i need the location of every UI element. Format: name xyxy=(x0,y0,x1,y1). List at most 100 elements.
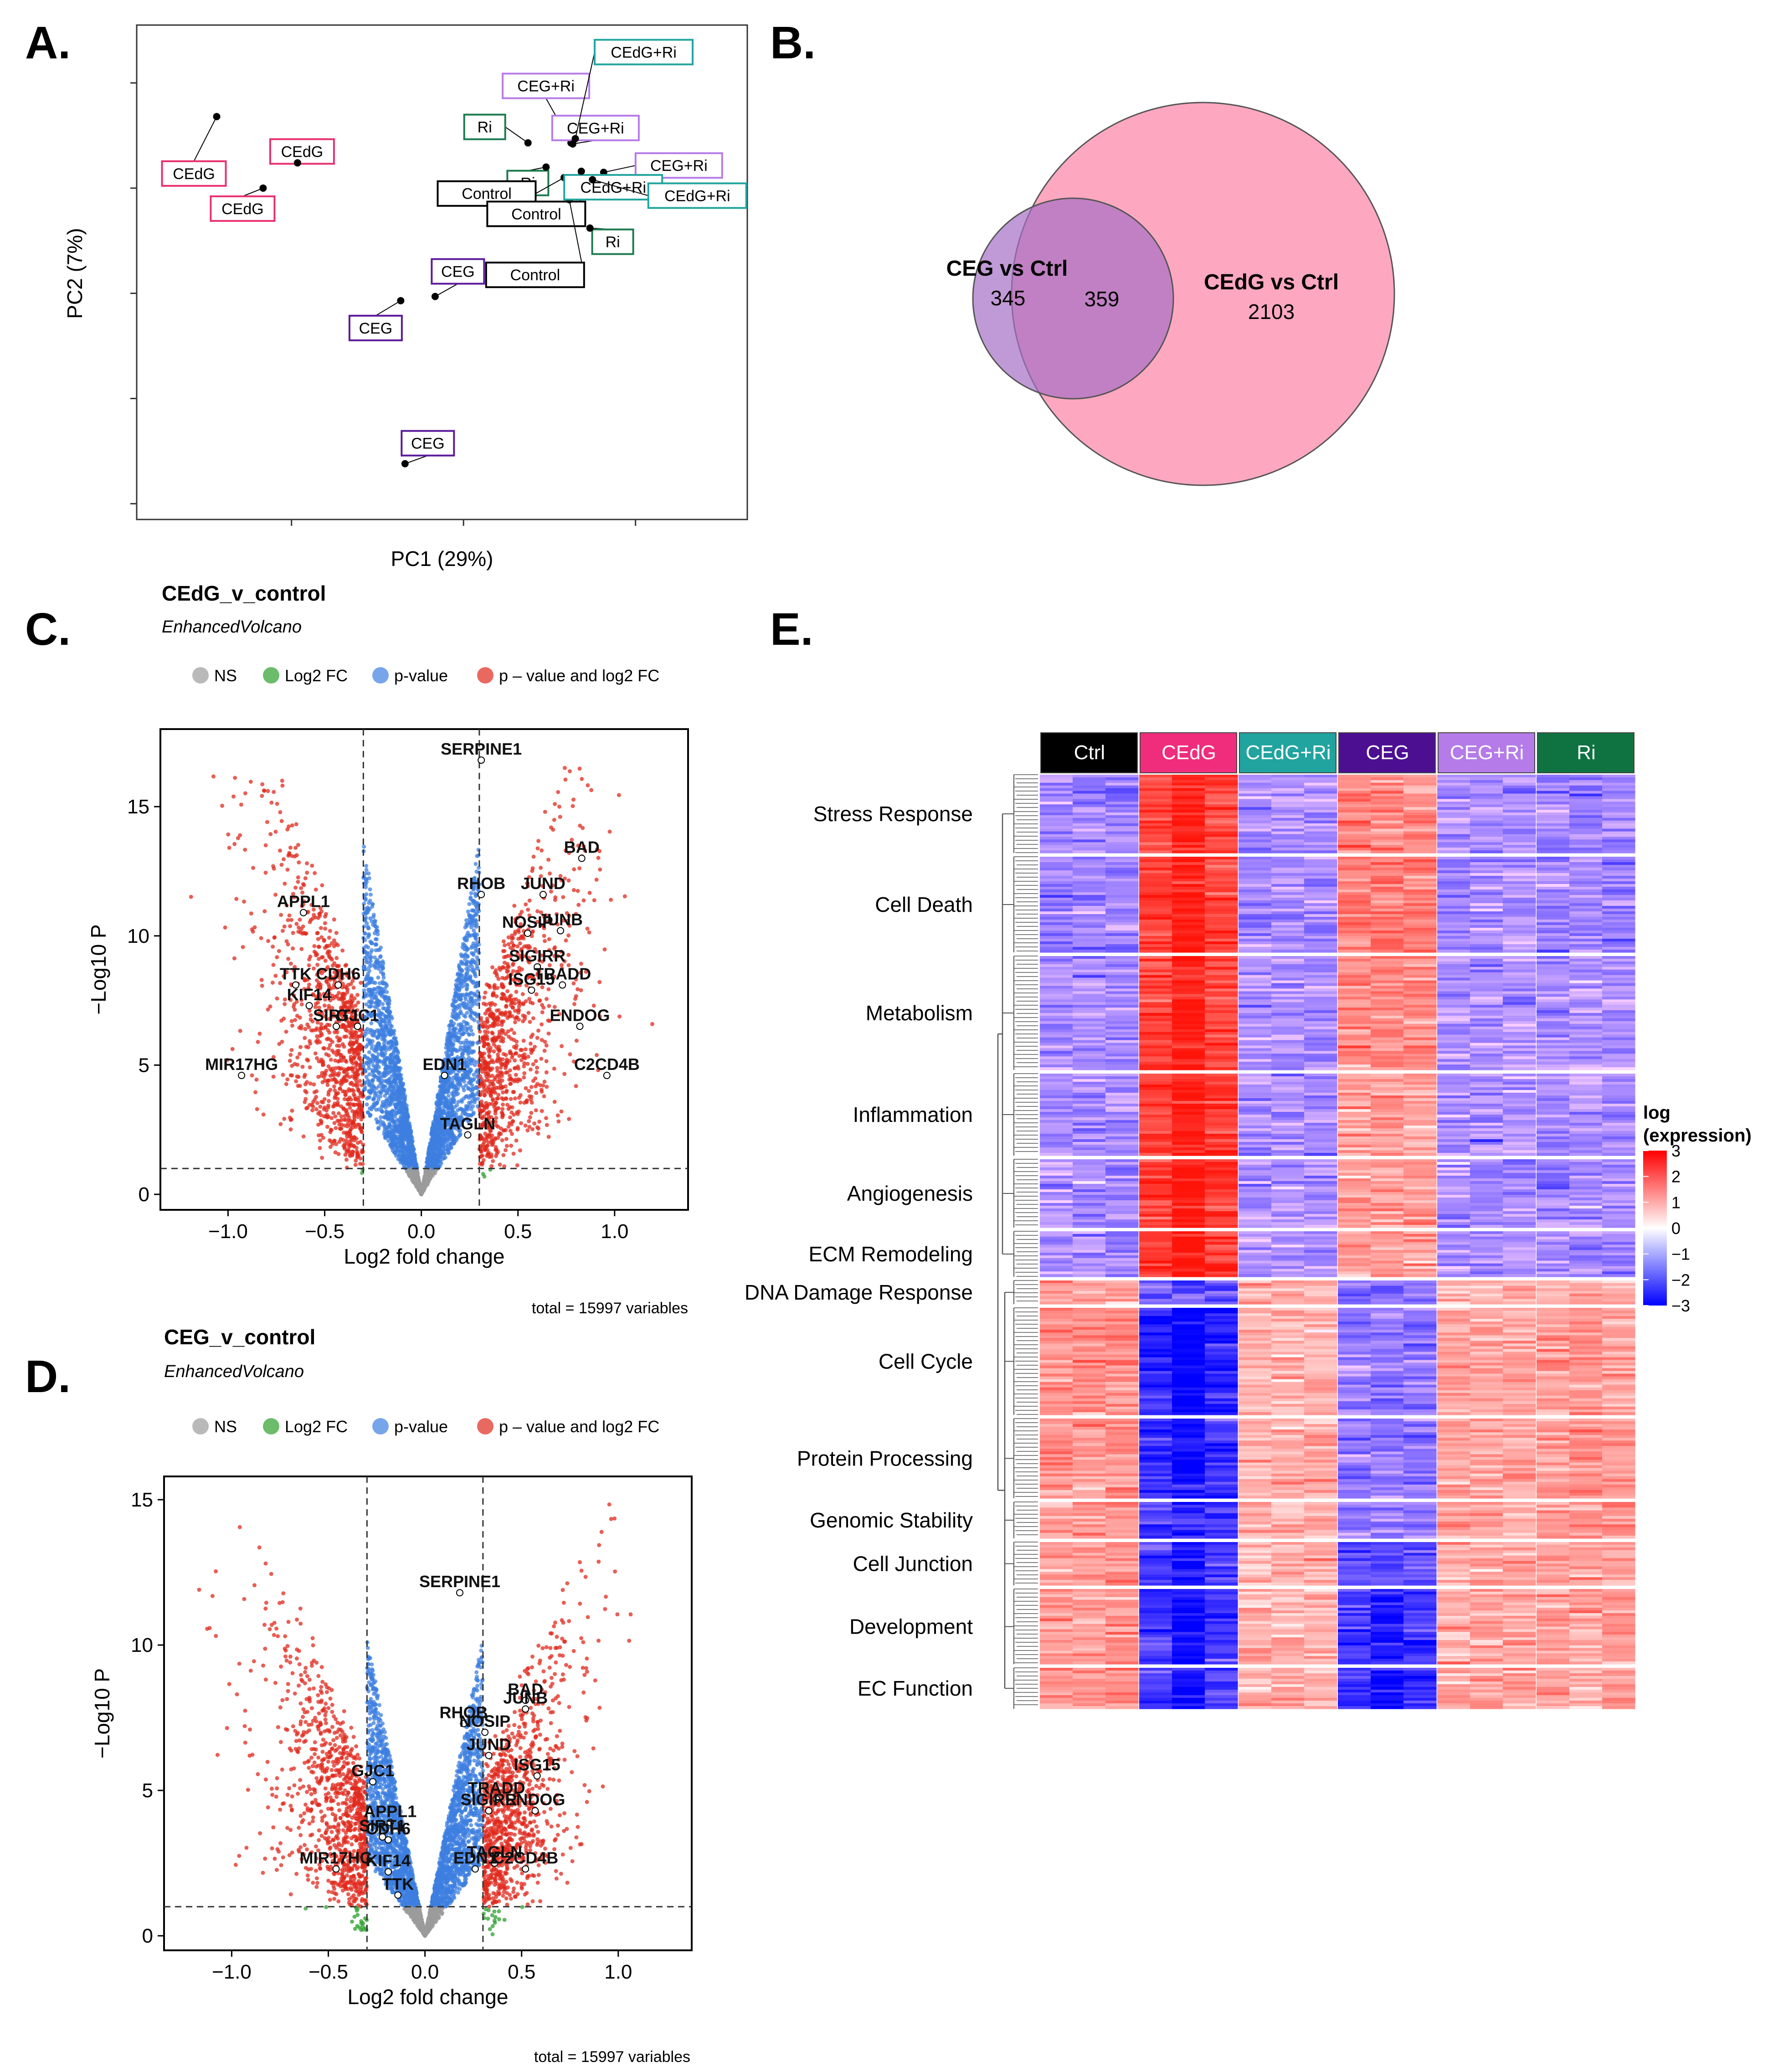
volcano-point xyxy=(260,978,264,982)
volcano-point xyxy=(482,1002,486,1006)
volcano-point xyxy=(490,1031,494,1035)
volcano-point xyxy=(234,897,238,901)
pca-point-label: Control xyxy=(511,206,561,223)
volcano-point xyxy=(574,1084,578,1088)
volcano-point xyxy=(552,818,556,822)
volcano-point xyxy=(226,833,230,837)
panel-letter-a: A. xyxy=(25,17,71,68)
volcano-point xyxy=(370,1029,374,1033)
volcano-point xyxy=(315,1034,319,1039)
volcano-point xyxy=(348,1154,352,1158)
volcano-point xyxy=(480,1154,484,1158)
volcano-point xyxy=(381,989,385,993)
volcano-point xyxy=(473,894,478,898)
volcano-point xyxy=(545,1070,549,1075)
volcano-point xyxy=(358,1034,362,1039)
volcano-point xyxy=(486,1030,490,1034)
volcano-point xyxy=(297,860,301,864)
volcano-point xyxy=(535,1125,540,1129)
volcano-point xyxy=(514,1138,519,1142)
volcano-point xyxy=(374,937,378,941)
volcano-point xyxy=(290,1109,294,1113)
volcano-point xyxy=(535,1066,539,1070)
volcano-point xyxy=(446,1049,450,1053)
venn-set-label-ceg: CEG vs Ctrl xyxy=(946,257,1068,281)
volcano-point xyxy=(367,1095,371,1100)
volcano-point xyxy=(220,804,224,808)
volcano-x-axis-label: Log2 fold change xyxy=(344,1244,505,1268)
volcano-point xyxy=(284,1030,288,1034)
volcano-point xyxy=(534,1108,538,1112)
volcano-point xyxy=(319,926,323,930)
volcano-point xyxy=(592,898,596,902)
volcano-point xyxy=(502,939,506,943)
volcano-point xyxy=(493,983,497,987)
volcano-point xyxy=(317,957,321,961)
volcano-point xyxy=(231,1047,235,1051)
volcano-point xyxy=(524,1124,528,1128)
volcano-point xyxy=(341,1042,345,1046)
pca-point-label: CEG+Ri xyxy=(517,78,575,95)
volcano-point xyxy=(561,895,565,899)
volcano-point xyxy=(650,1022,654,1026)
volcano-point xyxy=(322,1114,326,1118)
volcano-point xyxy=(501,1103,505,1107)
volcano-point xyxy=(281,1073,285,1077)
volcano-point xyxy=(503,961,507,965)
volcano-point xyxy=(266,939,270,943)
volcano-point xyxy=(595,878,599,882)
volcano-point xyxy=(238,1029,242,1033)
volcano-x-tick-label: 1.0 xyxy=(601,1220,628,1243)
volcano-point xyxy=(364,944,368,948)
volcano-point xyxy=(364,898,368,902)
volcano-point xyxy=(260,984,264,988)
volcano-point xyxy=(327,936,331,940)
pca-point xyxy=(586,225,594,232)
volcano-point xyxy=(459,1011,463,1015)
volcano-legend-label: p – value and log2 FC xyxy=(499,666,659,685)
volcano-point xyxy=(308,1042,312,1046)
volcano-point xyxy=(329,1069,334,1073)
volcano-point xyxy=(294,922,298,926)
volcano-point xyxy=(540,1109,544,1113)
volcano-point xyxy=(516,1126,520,1130)
volcano-point xyxy=(567,879,571,883)
volcano-point xyxy=(366,905,370,910)
volcano-point xyxy=(288,846,293,850)
volcano-point xyxy=(449,1019,453,1023)
volcano-point xyxy=(289,1127,293,1131)
volcano-point xyxy=(499,996,504,1000)
volcano-title: CEdG_v_control xyxy=(162,581,326,605)
volcano-point xyxy=(478,1074,482,1078)
volcano-point xyxy=(331,1111,335,1115)
volcano-point xyxy=(286,868,290,872)
volcano-point xyxy=(498,1162,502,1167)
volcano-point xyxy=(334,1150,338,1154)
pca-point xyxy=(294,159,301,166)
volcano-point xyxy=(282,857,286,861)
figure: A. B. C. D. E. CEdGCEdGCEdGCEGCEGCEGRiRi… xyxy=(0,0,1768,2072)
pca-point-label: CEG+Ri xyxy=(567,120,624,137)
volcano-point xyxy=(302,1135,306,1139)
volcano-point xyxy=(275,955,279,959)
volcano-point xyxy=(502,1128,506,1132)
volcano-point xyxy=(373,1074,377,1078)
volcano-point xyxy=(308,1081,313,1085)
volcano-point xyxy=(255,1078,259,1082)
volcano-legend-swatch xyxy=(192,667,209,684)
volcano-point xyxy=(588,891,592,895)
volcano-point xyxy=(514,1073,518,1077)
volcano-point xyxy=(578,766,582,771)
volcano-point xyxy=(223,925,227,930)
volcano-point xyxy=(503,977,507,981)
volcano-point xyxy=(315,931,319,936)
volcano-point xyxy=(284,1082,288,1086)
volcano-point xyxy=(472,1077,476,1081)
volcano-point xyxy=(262,909,267,913)
volcano-point xyxy=(257,1032,262,1036)
volcano-point xyxy=(305,871,309,875)
volcano-point xyxy=(495,1058,499,1062)
volcano-point xyxy=(472,901,476,905)
volcano-point xyxy=(553,1100,557,1104)
pca-point xyxy=(432,293,439,300)
